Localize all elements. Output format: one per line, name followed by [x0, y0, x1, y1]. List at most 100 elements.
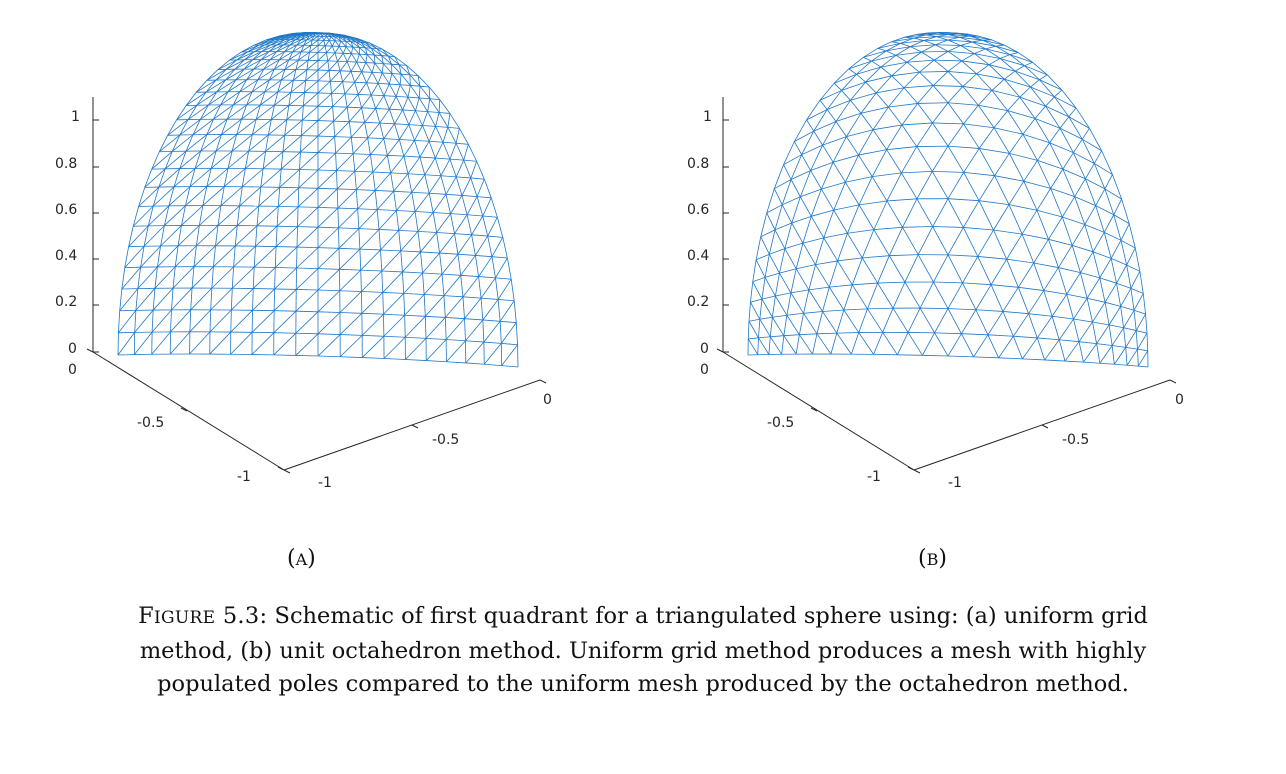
- mesh-edge: [426, 360, 447, 363]
- mesh-edge: [391, 73, 401, 85]
- mesh-edge: [267, 119, 272, 136]
- mesh-edge: [215, 69, 227, 81]
- mesh-edge: [821, 188, 835, 211]
- mesh-edge: [371, 48, 375, 56]
- mesh-edge: [764, 277, 776, 297]
- mesh-edge: [402, 271, 423, 274]
- mesh-edge: [972, 39, 983, 43]
- mesh-edge: [398, 230, 419, 232]
- mesh-edge: [850, 100, 862, 114]
- mesh-edge: [801, 130, 815, 155]
- mesh-edge: [317, 93, 332, 107]
- mesh-edge: [810, 216, 825, 239]
- mesh-edge: [815, 264, 830, 288]
- z-tick-label: 0.2: [55, 294, 77, 310]
- mesh-edge: [428, 126, 436, 142]
- mesh-edge: [253, 246, 277, 268]
- mesh-edge: [367, 122, 381, 139]
- mesh-edge: [863, 47, 878, 58]
- mesh-edge: [457, 234, 472, 255]
- mesh-edge: [227, 150, 233, 169]
- mesh-edge: [1130, 288, 1144, 294]
- mesh-edge: [317, 290, 341, 313]
- mesh-edge: [901, 124, 918, 147]
- mesh-edge: [1116, 282, 1132, 289]
- mesh-edge: [288, 92, 292, 106]
- mesh-edge: [317, 106, 333, 121]
- mesh-edge: [304, 33, 313, 37]
- mesh-edge: [177, 225, 200, 247]
- mesh-edge: [456, 176, 471, 179]
- mesh-edge: [1126, 264, 1141, 272]
- mesh-edge: [241, 104, 248, 120]
- mesh-edge: [978, 175, 995, 201]
- mesh-edge: [296, 289, 319, 291]
- mesh-edge: [1021, 233, 1035, 264]
- mesh-edge: [158, 168, 181, 188]
- mesh-edge: [395, 96, 404, 111]
- mesh-edge: [191, 266, 214, 289]
- mesh-edge: [409, 74, 411, 86]
- mesh-edge: [988, 58, 1001, 66]
- mesh-edge: [344, 93, 359, 95]
- mesh-edge: [400, 250, 403, 272]
- mesh-edge: [900, 40, 924, 44]
- mesh-edge: [802, 216, 812, 244]
- mesh-edge: [917, 102, 949, 104]
- mesh-edge: [259, 91, 266, 106]
- mesh-edge: [771, 295, 776, 318]
- mesh-edge: [798, 313, 804, 335]
- mesh-edge: [1092, 321, 1110, 326]
- mesh-edge: [428, 193, 434, 213]
- mesh-edge: [389, 83, 401, 86]
- mesh-edge: [337, 53, 344, 62]
- mesh-edge: [963, 123, 980, 149]
- mesh-edge: [1013, 335, 1038, 339]
- mesh-edge: [815, 237, 825, 265]
- mesh-edge: [309, 33, 316, 37]
- mesh-edge: [436, 232, 455, 235]
- mesh-edge: [935, 39, 949, 46]
- mesh-edge: [399, 84, 409, 98]
- mesh-edge: [1078, 341, 1084, 363]
- mesh-edge: [1043, 290, 1053, 317]
- mesh-edge: [802, 237, 824, 244]
- mesh-edge: [215, 134, 237, 152]
- mesh-edge: [273, 332, 296, 334]
- mesh-edge: [872, 172, 902, 178]
- mesh-edge: [959, 36, 983, 41]
- mesh-edge: [934, 332, 949, 357]
- mesh-edge: [795, 268, 810, 291]
- mesh-edge: [391, 63, 400, 66]
- mesh-edge: [783, 334, 800, 337]
- mesh-edge: [345, 41, 354, 48]
- mesh-edge: [220, 91, 241, 106]
- mesh-edge: [1033, 262, 1045, 291]
- mesh-edge: [1066, 294, 1074, 320]
- mesh-edge: [993, 127, 1024, 135]
- mesh-edge: [317, 355, 341, 358]
- mesh-edge: [1009, 54, 1033, 63]
- mesh-edge: [377, 83, 385, 96]
- mesh-edge: [962, 86, 979, 106]
- mesh-edge: [236, 51, 255, 61]
- mesh-edge: [331, 40, 336, 47]
- mesh-edge: [1084, 224, 1094, 252]
- mesh-edge: [158, 168, 166, 188]
- mesh-edge: [985, 48, 1010, 55]
- mesh-edge: [806, 119, 815, 132]
- mesh-edge: [417, 231, 421, 252]
- mesh-edge: [867, 308, 883, 333]
- mesh-edge: [303, 39, 307, 46]
- mesh-edge: [1078, 321, 1093, 342]
- mesh-edge: [465, 340, 484, 343]
- mesh-edge: [260, 168, 282, 188]
- mesh-edge: [405, 359, 427, 361]
- mesh-edge: [252, 267, 276, 289]
- mesh-edge: [901, 103, 919, 126]
- mesh-edge: [217, 205, 222, 226]
- mesh-edge: [886, 200, 903, 228]
- mesh-edge: [383, 123, 395, 139]
- mesh-edge: [424, 174, 441, 177]
- mesh-edge: [747, 321, 750, 339]
